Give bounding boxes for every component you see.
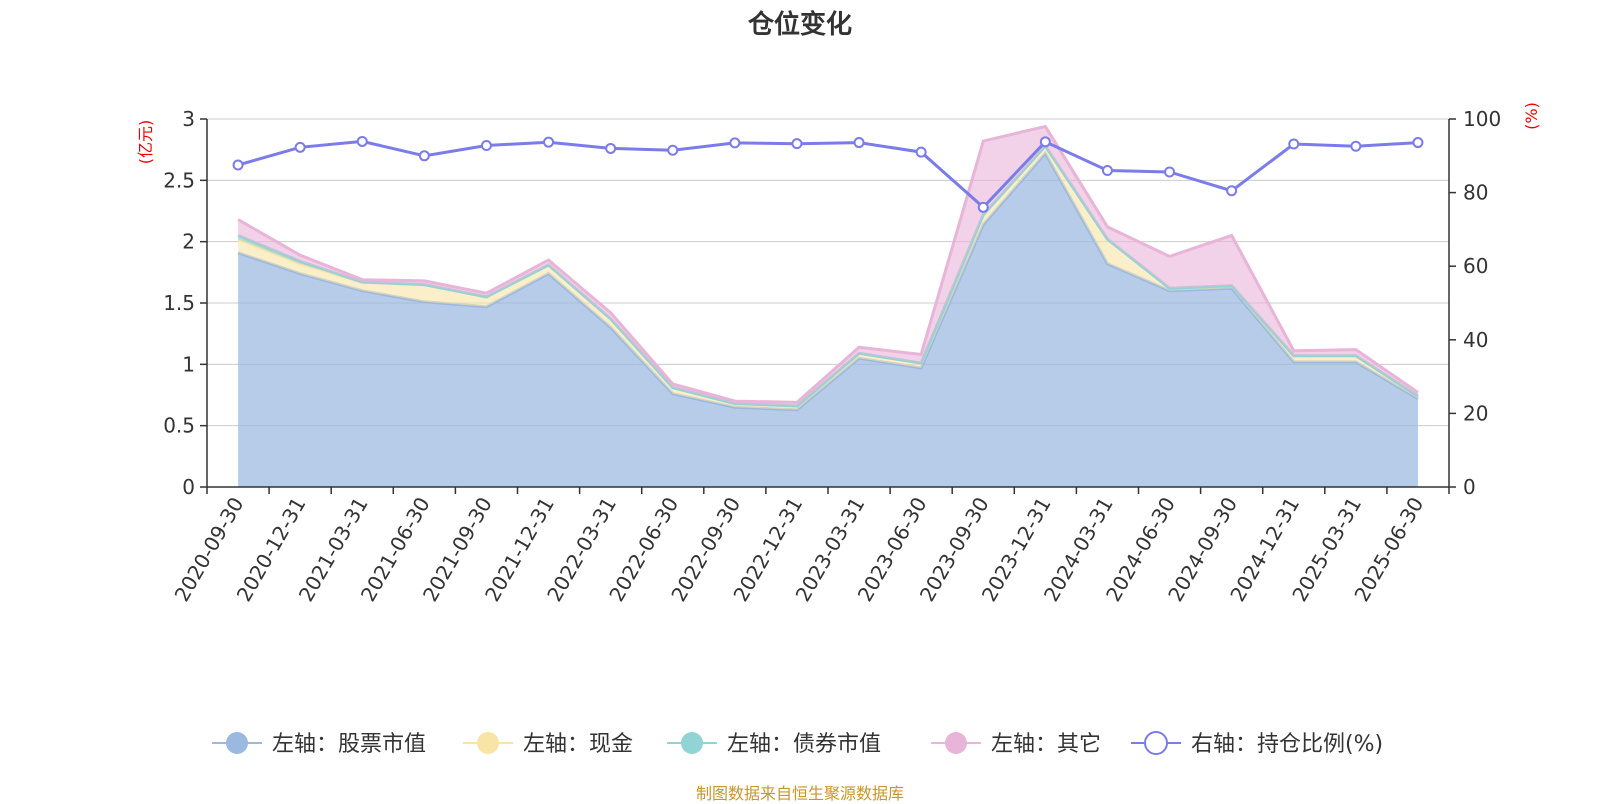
legend-marker: [945, 732, 967, 754]
legend-marker: [226, 732, 248, 754]
ratio-point: [480, 139, 492, 151]
legend-marker: [681, 732, 703, 754]
area-series-4-edge: [237, 124, 1419, 404]
ratio-point: [418, 150, 430, 162]
ratio-point: [356, 135, 368, 147]
ratio-point: [294, 141, 306, 153]
left-axis-unit: (亿元): [136, 120, 155, 165]
ratio-point: [1412, 137, 1424, 149]
ratio-point: [791, 138, 803, 150]
ratio-line: [237, 139, 1419, 210]
legend-label: 左轴：现金: [523, 732, 633, 757]
ratio-point: [1039, 136, 1051, 148]
left-tick-label: 0.5: [163, 414, 195, 438]
right-tick-label: 40: [1463, 328, 1488, 352]
legend-item-2: 左轴：现金: [463, 732, 633, 757]
area-series-1: [238, 153, 1419, 488]
ratio-point: [605, 142, 617, 154]
left-tick-label: 3: [182, 107, 195, 131]
legend-label: 左轴：债券市值: [727, 732, 881, 757]
left-tick-label: 1.5: [163, 291, 195, 315]
legend-item-5: 右轴：持仓比例(%): [1131, 731, 1383, 757]
ratio-point: [1226, 185, 1238, 197]
right-tick-label: 80: [1463, 181, 1488, 205]
ratio-point: [915, 146, 927, 158]
chart-title: 仓位变化: [747, 10, 852, 40]
left-tick-label: 2.5: [163, 168, 195, 192]
ratio-point: [729, 137, 741, 149]
ratio-point: [667, 144, 679, 156]
stacked-areas: [237, 124, 1419, 488]
legend-item-4: 左轴：其它: [931, 732, 1101, 757]
right-tick-label: 20: [1463, 401, 1488, 425]
right-tick-label: 60: [1463, 254, 1488, 278]
right-tick-label: 100: [1463, 107, 1501, 131]
ratio-point: [1350, 140, 1362, 152]
ratio-point: [1101, 165, 1113, 177]
ratio-point: [1288, 138, 1300, 150]
right-axis-unit: (%): [1522, 102, 1541, 130]
left-tick-label: 0: [182, 475, 195, 499]
ratio-line-series: [232, 135, 1424, 213]
area-series-4: [238, 126, 1419, 407]
ratio-point: [853, 137, 865, 149]
legend-marker: [1144, 731, 1168, 755]
legend-label: 左轴：股票市值: [272, 732, 426, 757]
legend-item-3: 左轴：债券市值: [667, 732, 881, 757]
legend-item-1: 左轴：股票市值: [212, 732, 426, 757]
ratio-point: [977, 201, 989, 213]
legend-marker: [477, 732, 499, 754]
legend: 左轴：股票市值 左轴：现金 左轴：债券市值 左轴：其它 右轴：持仓比例(%): [212, 731, 1383, 757]
left-tick-label: 2: [182, 230, 195, 254]
right-tick-label: 0: [1463, 475, 1476, 499]
legend-label: 右轴：持仓比例(%): [1191, 732, 1383, 757]
left-tick-label: 1: [182, 352, 195, 376]
ratio-point: [1164, 166, 1176, 178]
source-note: 制图数据来自恒生聚源数据库: [695, 784, 904, 803]
ratio-point: [232, 159, 244, 171]
ratio-point: [543, 136, 555, 148]
legend-label: 左轴：其它: [991, 732, 1101, 757]
